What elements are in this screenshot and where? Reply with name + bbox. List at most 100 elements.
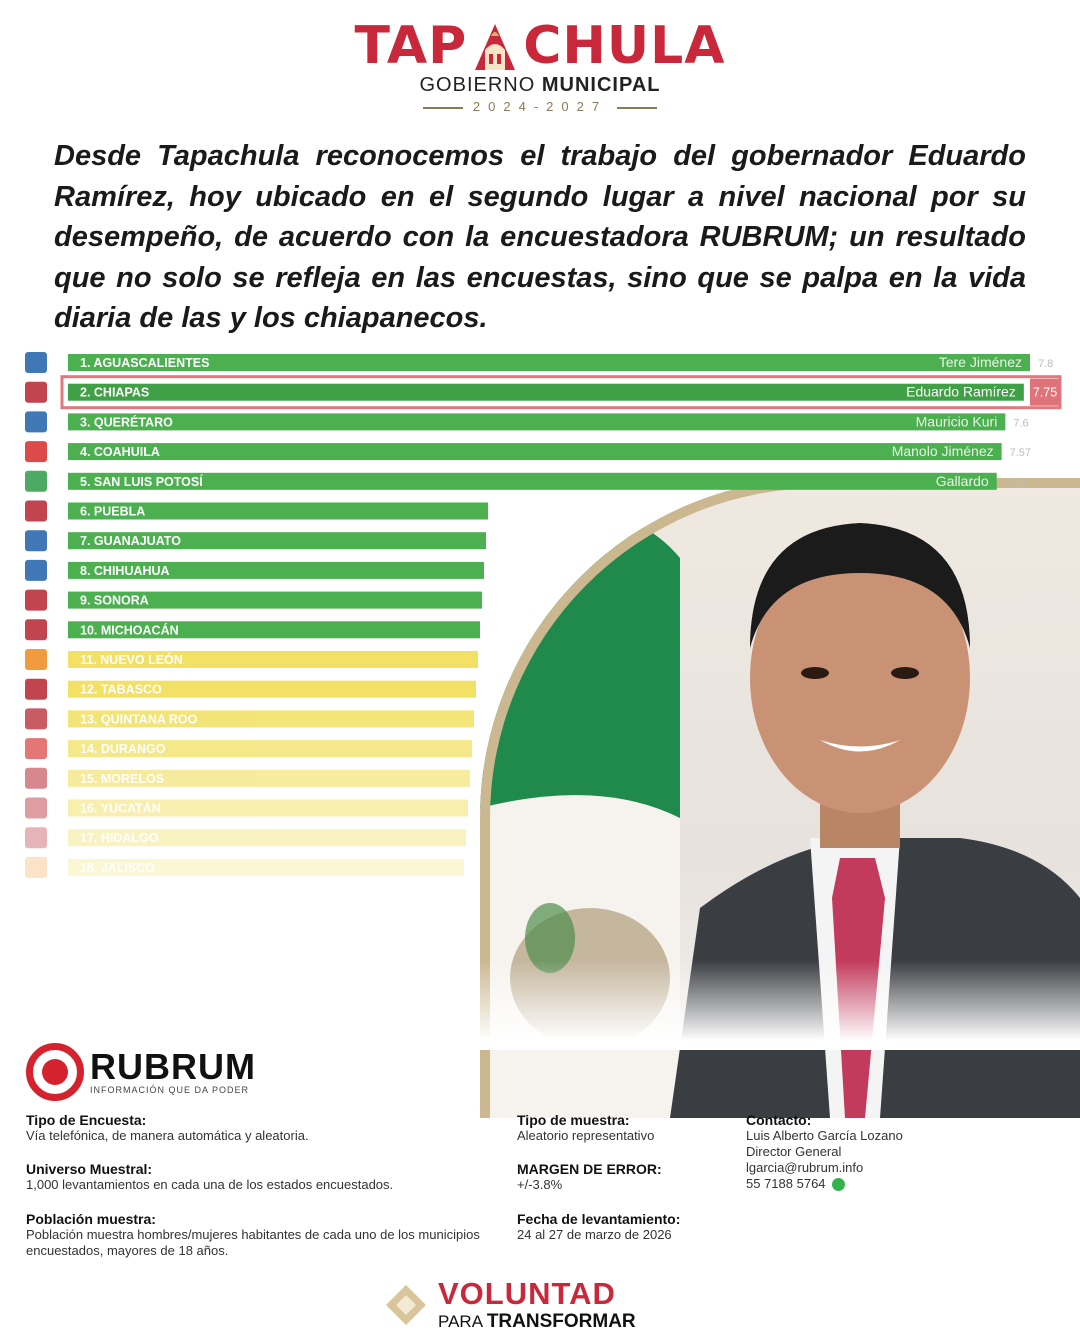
value-label: 7.57 (1010, 447, 1031, 459)
bar (68, 532, 486, 550)
chart-row: 17. HIDALGO (25, 827, 466, 849)
governor-name: Mauricio Kuri (916, 413, 998, 429)
tapachula-logo: TAP CHULA (354, 20, 725, 72)
contact-block: Contacto: Luis Alberto García Lozano Dir… (746, 1112, 1046, 1192)
category-label: 6. PUEBLA (80, 505, 145, 519)
rubrum-tagline: INFORMACIÓN QUE DA PODER (90, 1085, 250, 1095)
morena-logo-icon (25, 381, 47, 403)
value-label: 7.6 (1013, 417, 1028, 429)
headline-text: Desde Tapachula reconocemos el trabajo d… (54, 140, 1026, 334)
category-label: 9. SONORA (80, 594, 149, 608)
chart-row: 9. SONORA (25, 589, 482, 611)
contact-role: Director General (746, 1144, 842, 1159)
chart-row: 7. GUANAJUATO (25, 530, 486, 552)
bar (68, 354, 1030, 371)
bar (68, 561, 484, 579)
chart-row: 1. AGUASCALIENTES Tere Jiménez 7.8 (25, 352, 1053, 373)
chart-row: 18. JALISCO (25, 856, 464, 878)
voluntad-footer-logo: VOLUNTAD PARA TRANSFORMAR (384, 1278, 636, 1331)
pvem-logo-icon (25, 470, 47, 492)
category-label: 15. MORELOS (80, 772, 164, 786)
bar (68, 710, 474, 728)
chart-row: 3. QUERÉTARO Mauricio Kuri 7.6 (25, 411, 1029, 433)
survey-type-value: Vía telefónica, de manera automática y a… (26, 1128, 309, 1143)
governor-approval-chart: 1. AGUASCALIENTES Tere Jiménez 7.8 2. CHIAP… (25, 352, 1062, 878)
category-label: 2. CHIAPAS (80, 386, 149, 400)
chart-row: 8. CHIHUAHUA (25, 559, 484, 581)
governor-name: Tere Jiménez (939, 354, 1022, 370)
municipal-header: TAP CHULA GOBIERNO MUNICIPAL 2024-2027 (0, 20, 1080, 114)
bar (68, 651, 478, 668)
chart-row: 13. QUINTANA ROO (25, 708, 474, 730)
chart-row: 12. TABASCO (25, 678, 476, 700)
brand-right-text: CHULA (523, 16, 726, 76)
morena-logo-icon (25, 619, 47, 641)
rubrum-target-icon (26, 1043, 84, 1101)
mc-logo-icon (25, 856, 47, 878)
footer-line2-bold: TRANSFORMAR (486, 1311, 636, 1332)
margin-error-block: MARGEN DE ERROR: +/-3.8% (517, 1161, 727, 1193)
chart-row: 14. DURANGO (25, 738, 472, 760)
bar (68, 799, 468, 817)
value-label: 7.53 (1005, 477, 1026, 489)
cathedral-emblem-icon (475, 24, 516, 70)
governor-name: Eduardo Ramírez (906, 384, 1016, 400)
bar (68, 680, 476, 698)
footer-line2-light: PARA (438, 1312, 483, 1331)
category-label: 12. TABASCO (80, 683, 162, 697)
bar (68, 413, 1006, 431)
bar (68, 858, 464, 876)
bar (68, 740, 472, 758)
governor-name: Gallardo (936, 473, 989, 489)
chart-row: 15. MORELOS (25, 767, 470, 789)
sample-type-block: Tipo de muestra: Aleatorio representativ… (517, 1112, 727, 1144)
chart-row: 2. CHIAPAS Eduardo Ramírez 7.75 (25, 375, 1062, 410)
morena-logo-icon (25, 708, 47, 730)
sample-universe-label: Universo Muestral: (26, 1161, 153, 1177)
chart-row: 11. NUEVO LEÓN (25, 649, 478, 670)
sample-population-block: Población muestra: Población muestra hom… (26, 1211, 486, 1259)
category-label: 16. YUCATÁN (80, 801, 161, 816)
margin-error-label: MARGEN DE ERROR: (517, 1161, 662, 1177)
category-label: 8. CHIHUAHUA (80, 564, 170, 578)
chart-fade-overlay (0, 960, 1080, 1050)
contact-name: Luis Alberto García Lozano (746, 1128, 903, 1143)
morena-logo-icon (25, 589, 47, 611)
value-label: 7.75 (1033, 386, 1057, 400)
chart-row: 5. SAN LUIS POTOSÍ Gallardo 7.53 (25, 470, 1026, 492)
bar (68, 829, 466, 847)
whatsapp-icon (831, 1178, 845, 1192)
category-label: 1. AGUASCALIENTES (80, 356, 209, 370)
term-years: 2024-2027 (0, 99, 1080, 114)
contact-label: Contacto: (746, 1112, 812, 1128)
bar (68, 621, 480, 639)
sample-population-value: Población muestra hombres/mujeres habita… (26, 1227, 480, 1258)
pan-logo-icon (25, 411, 47, 433)
pan-logo-icon (25, 559, 47, 581)
category-label: 13. QUINTANA ROO (80, 712, 198, 726)
bar (68, 769, 470, 787)
bar (68, 591, 482, 609)
pan-logo-icon (25, 530, 47, 552)
bar (68, 383, 1024, 401)
sample-universe-block: Universo Muestral: 1,000 levantamientos … (26, 1161, 486, 1193)
contact-email[interactable]: lgarcia@rubrum.info (746, 1160, 864, 1175)
rubrum-name: RUBRUM (90, 1046, 256, 1087)
category-label: 7. GUANAJUATO (80, 534, 181, 548)
mc-logo-icon (25, 649, 47, 670)
sub-bold-text: MUNICIPAL (541, 74, 661, 96)
rubrum-logo: RUBRUM INFORMACIÓN QUE DA PODER (26, 1043, 256, 1101)
governor-name: Manolo Jiménez (892, 443, 994, 459)
sample-universe-value: 1,000 levantamientos en cada una de los … (26, 1177, 394, 1192)
margin-error-value: +/-3.8% (517, 1177, 563, 1192)
chart-row: 10. MICHOACÁN (25, 619, 480, 641)
survey-type-block: Tipo de Encuesta: Vía telefónica, de man… (26, 1112, 486, 1144)
voluntad-diamond-icon (386, 1284, 426, 1325)
sub-light-text: GOBIERNO (419, 74, 536, 96)
contact-phone[interactable]: 55 7188 5764 (746, 1176, 826, 1191)
bar (68, 443, 1002, 461)
pri-logo-icon (25, 738, 47, 760)
brand-left-text: TAP (354, 16, 468, 76)
category-label: 10. MICHOACÁN (80, 622, 179, 637)
category-label: 11. NUEVO LEÓN (80, 652, 183, 667)
